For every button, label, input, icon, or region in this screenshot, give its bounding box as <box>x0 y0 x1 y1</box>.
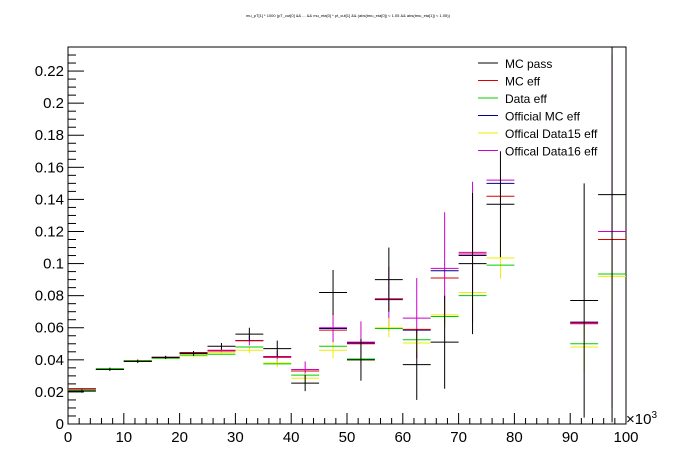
legend-item: MC pass <box>478 57 552 71</box>
x-tick-label: 70 <box>450 429 467 446</box>
y-tick-label: 0.22 <box>35 63 64 80</box>
x-axis: 0 10 20 30 40 50 60 70 80 90 100 <box>64 413 639 446</box>
x-tick-label: 10 <box>115 429 132 446</box>
y-tick-label: 0 <box>56 416 64 433</box>
legend-label: Offical Data16 eff <box>505 145 598 159</box>
y-tick-label: 0.18 <box>35 127 64 144</box>
y-axis: 0 0.02 0.04 0.06 0.08 0.1 0.12 0.14 0.16 0.18 0.2 0… <box>35 54 84 433</box>
x-tick-label: 30 <box>227 429 244 446</box>
legend-item: Offical Data16 eff <box>478 145 598 159</box>
x-tick-label: 40 <box>283 429 300 446</box>
legend-label: Official MC eff <box>505 110 581 124</box>
x-tick-label: 80 <box>506 429 523 446</box>
legend-item: Offical Data15 eff <box>478 127 598 141</box>
legend-label: Data eff <box>505 92 547 106</box>
legend-label: MC eff <box>505 75 541 89</box>
legend-label: Offical Data15 eff <box>505 127 598 141</box>
y-tick-label: 0.1 <box>43 256 64 273</box>
series-offical-data16-eff <box>68 55 626 408</box>
y-tick-label: 0.14 <box>35 191 64 208</box>
y-tick-label: 0.2 <box>43 95 64 112</box>
x-exponent-power: 3 <box>651 410 657 421</box>
legend-item: Official MC eff <box>478 110 581 124</box>
legend-label: MC pass <box>505 57 552 71</box>
y-tick-label: 0.08 <box>35 288 64 305</box>
x-tick-label: 0 <box>64 429 72 446</box>
series-layer <box>68 47 626 423</box>
y-tick-label: 0.02 <box>35 384 64 401</box>
x-tick-label: 20 <box>171 429 188 446</box>
y-tick-label: 0.04 <box>35 352 64 369</box>
legend-item: Data eff <box>478 92 547 106</box>
series-mc-pass <box>68 47 626 423</box>
legend: MC pass MC eff Data eff Official MC eff Offi… <box>478 57 598 159</box>
x-tick-label: 60 <box>394 429 411 446</box>
x-axis-exponent: ×103 <box>626 410 657 428</box>
x-tick-label: 100 <box>613 429 638 446</box>
y-tick-label: 0.16 <box>35 159 64 176</box>
y-tick-label: 0.06 <box>35 320 64 337</box>
x-exponent-base: ×10 <box>626 411 651 428</box>
y-tick-label: 0.12 <box>35 223 64 240</box>
x-tick-label: 50 <box>339 429 356 446</box>
series-offical-data15-eff <box>68 237 626 391</box>
chart-title: mu_pT[1] * 1000 (pT_cut[0] && ... && mu_… <box>246 13 451 18</box>
x-tick-label: 90 <box>562 429 579 446</box>
legend-item: MC eff <box>478 75 541 89</box>
